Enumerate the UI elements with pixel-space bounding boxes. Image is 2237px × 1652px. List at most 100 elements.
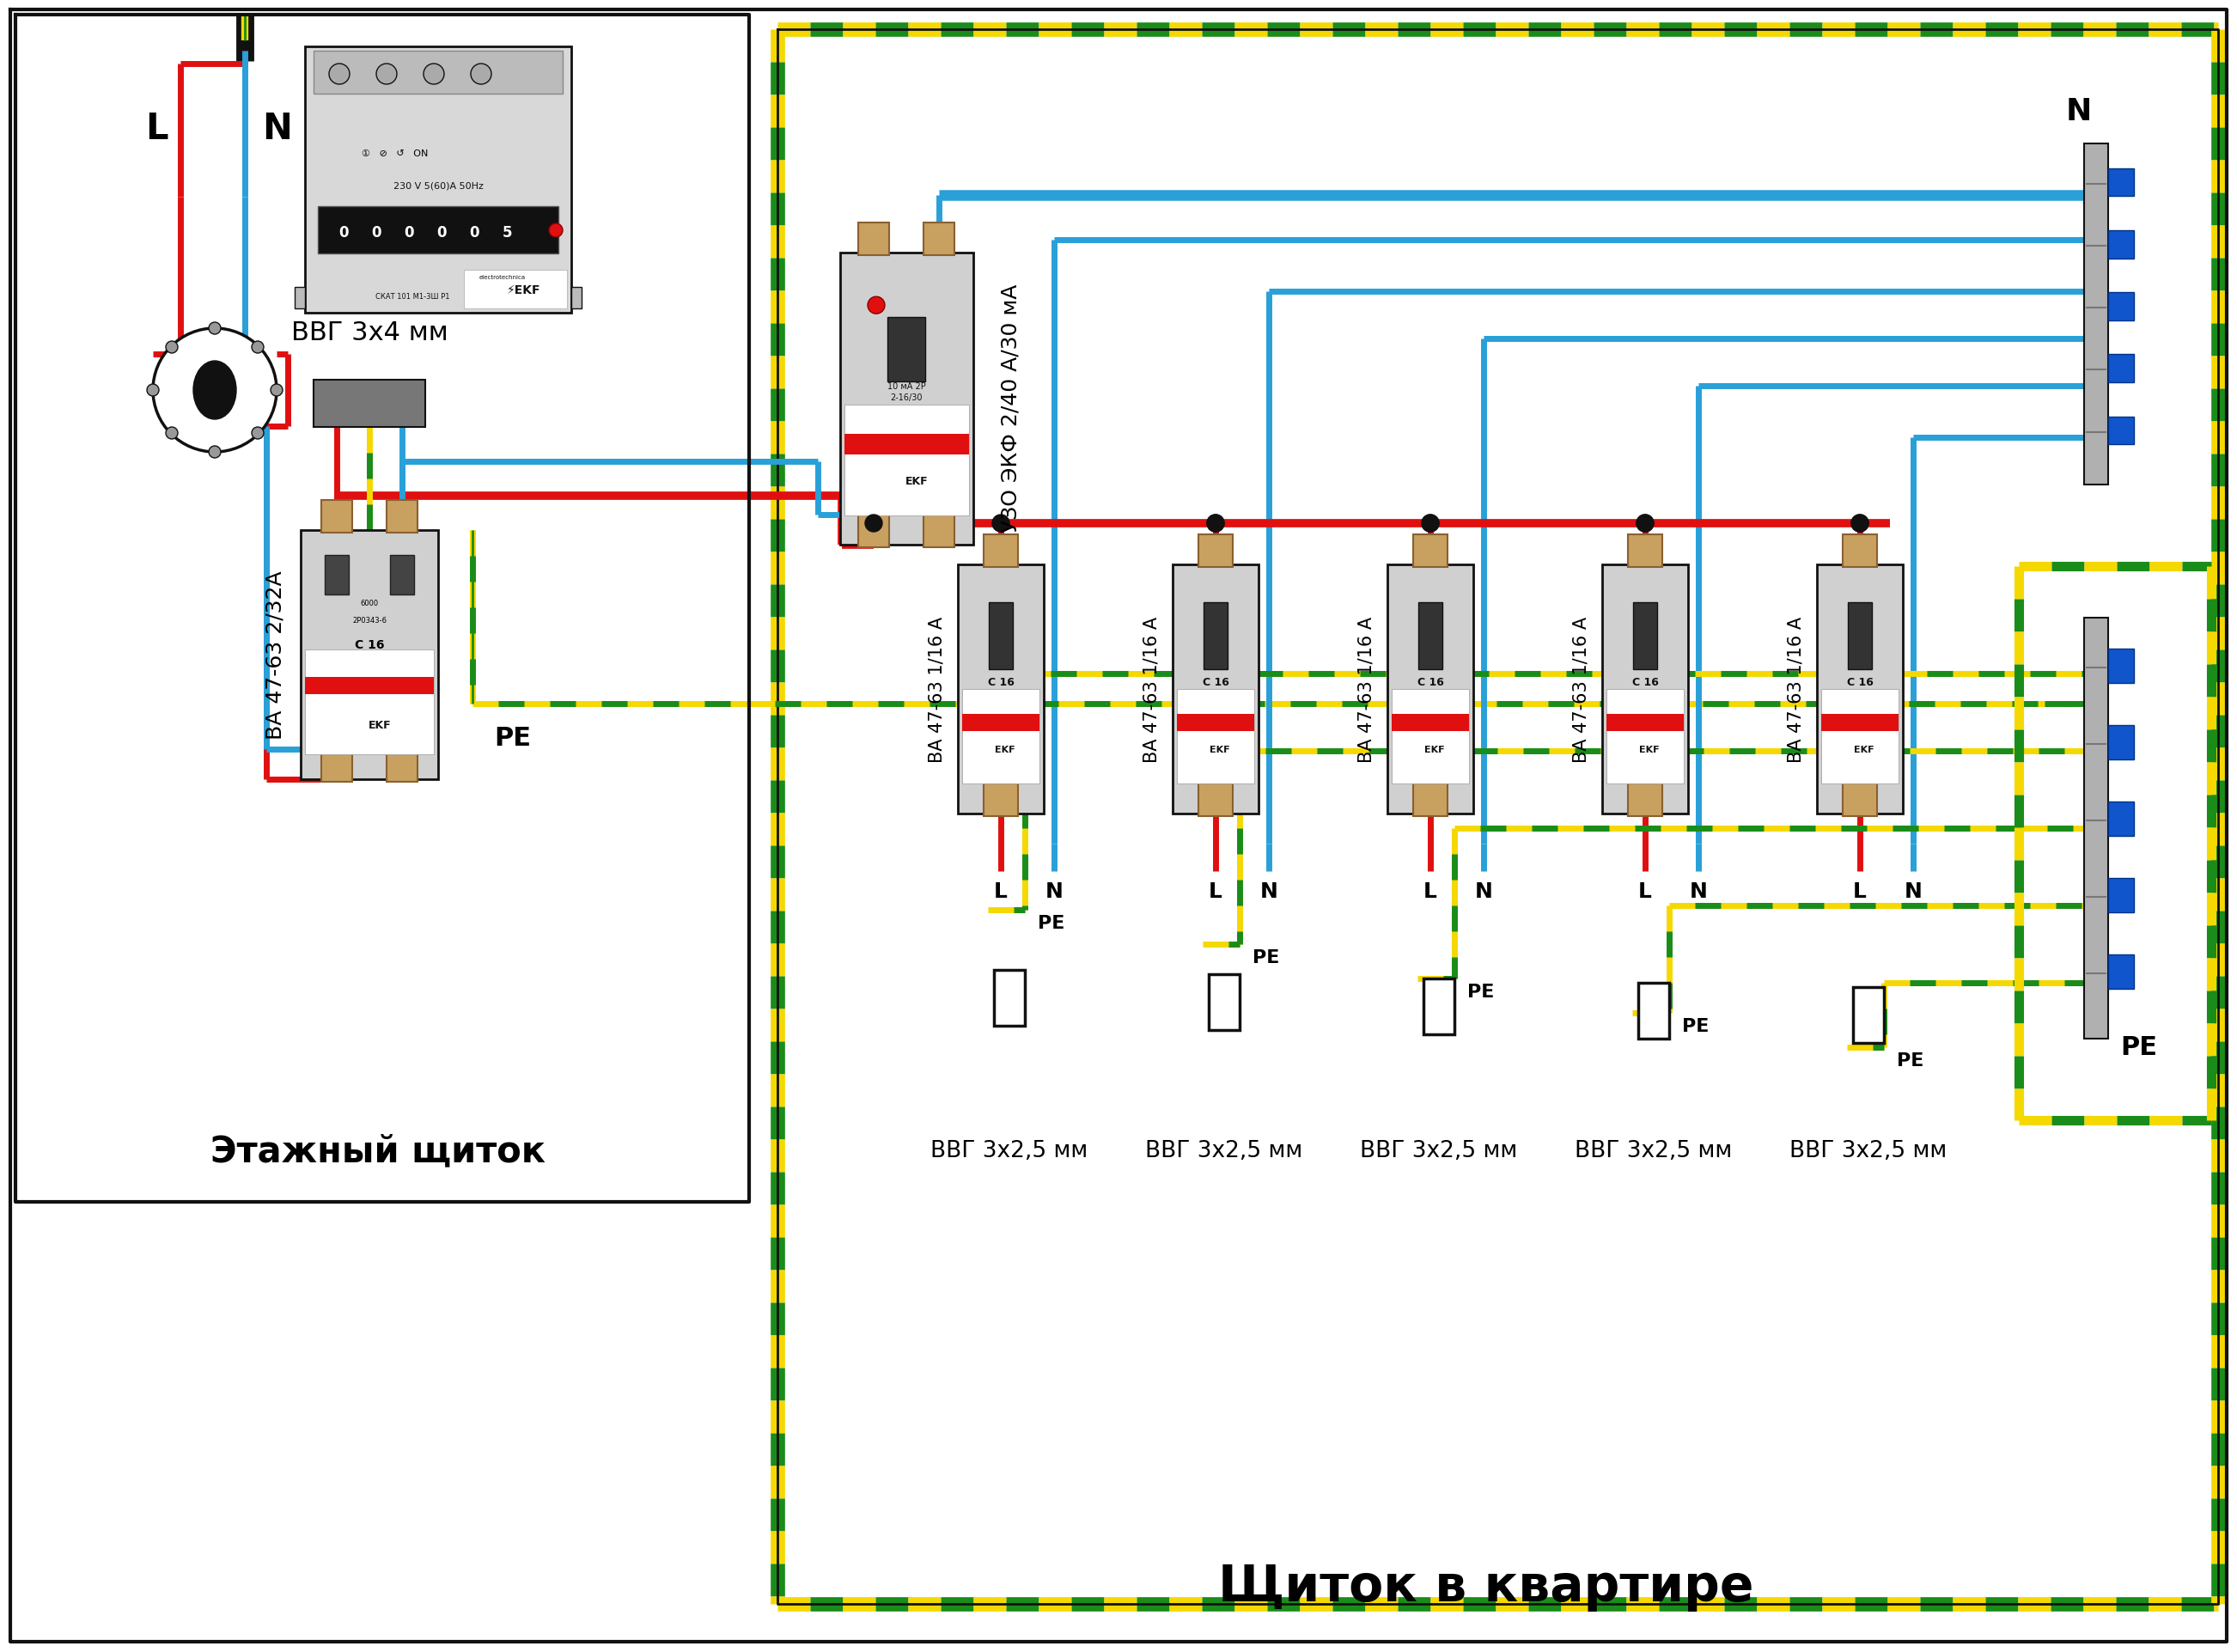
Text: PE: PE [1253,948,1280,966]
Bar [1172,565,1259,814]
Text: ①   ⊘   ↺   ON: ① ⊘ ↺ ON [362,149,430,159]
Bar [1821,714,1899,732]
Text: 0: 0 [405,225,414,241]
Text: N: N [1689,881,1707,902]
Text: ВА 47-63: ВА 47-63 [1199,700,1233,709]
Text: ВВГ 3х2,5 мм: ВВГ 3х2,5 мм [1145,1140,1302,1161]
Text: C 16: C 16 [987,676,1013,687]
Bar [2107,292,2134,320]
Circle shape [470,64,492,84]
Bar [1852,988,1884,1042]
Text: ВА 47-63 1/16 А: ВА 47-63 1/16 А [928,616,944,763]
Circle shape [376,64,396,84]
Text: L: L [1637,881,1651,902]
Bar [1387,565,1474,814]
Bar [962,714,1040,732]
Bar [1208,975,1239,1031]
Circle shape [253,342,264,354]
Circle shape [1423,515,1438,532]
Text: N: N [1259,881,1277,902]
Text: 0: 0 [371,225,380,241]
Bar [841,253,973,545]
Text: PE: PE [1038,915,1065,932]
Text: N: N [1904,881,1922,902]
Bar [1414,535,1447,568]
Text: EKF: EKF [369,719,391,730]
Text: 0: 0 [436,225,447,241]
Bar [1391,689,1470,785]
Bar [1199,785,1233,816]
Circle shape [1852,515,1868,532]
Bar [387,501,418,534]
Bar [1637,983,1669,1039]
Text: 2-16/30: 2-16/30 [890,393,922,401]
Text: ВА 47-63 1/16 А: ВА 47-63 1/16 А [1787,616,1803,763]
Bar [322,750,351,781]
Bar [1204,603,1228,669]
Text: N: N [1045,881,1063,902]
Circle shape [329,64,349,84]
Ellipse shape [192,362,237,420]
Text: L: L [1208,881,1221,902]
Text: C 16: C 16 [1631,676,1658,687]
Circle shape [1852,515,1868,532]
Text: N: N [1474,881,1492,902]
Bar [1816,565,1904,814]
Text: PE: PE [2121,1036,2156,1061]
Text: ⚡EKF: ⚡EKF [508,284,541,296]
Bar [1633,603,1658,669]
Text: L: L [993,881,1007,902]
Text: УЗО ЭКФ 2/40 А/30 мА: УЗО ЭКФ 2/40 А/30 мА [1000,284,1022,532]
Text: N: N [2067,97,2092,126]
Bar [2107,416,2134,444]
Bar [859,515,888,548]
Text: ВА 47-63: ВА 47-63 [1843,700,1877,709]
Circle shape [1637,515,1653,532]
Bar [304,48,570,314]
Bar [2085,144,2107,486]
Bar [984,535,1018,568]
Circle shape [253,428,264,439]
Text: C 16: C 16 [1846,676,1872,687]
Bar [1177,689,1255,785]
Text: ВВГ 3х2,5 мм: ВВГ 3х2,5 мм [1575,1140,1731,1161]
Circle shape [152,329,277,453]
Text: 0: 0 [338,225,349,241]
Bar [1606,689,1684,785]
Text: ВД-63: ВД-63 [895,418,917,426]
Text: ВВГ 3х2,5 мм: ВВГ 3х2,5 мм [1360,1140,1517,1161]
Bar [389,555,414,595]
Text: 10 мА 2P: 10 мА 2P [888,382,926,390]
Bar [463,271,566,309]
Text: electrotechnica: electrotechnica [479,274,526,279]
Text: ВВГ 3х4 мм: ВВГ 3х4 мм [291,320,447,345]
Bar [295,287,304,309]
Bar [318,206,559,254]
Bar [300,530,438,780]
Text: C 16: C 16 [356,639,385,651]
Text: 230 V 5(60)A 50Hz: 230 V 5(60)A 50Hz [394,182,483,190]
Bar [957,565,1045,814]
Circle shape [423,64,445,84]
Bar [2107,169,2134,197]
Bar [924,223,955,256]
Circle shape [148,385,159,396]
Bar [570,287,582,309]
Bar [1414,785,1447,816]
Text: PE: PE [1467,983,1494,1001]
Bar [843,434,969,454]
Bar [2107,231,2134,259]
Circle shape [868,297,886,314]
Text: ВВГ 3х2,5 мм: ВВГ 3х2,5 мм [931,1140,1087,1161]
Text: EKF: EKF [1854,745,1875,753]
Text: EKF: EKF [1425,745,1445,753]
Circle shape [208,322,221,335]
Text: ВА 47-63 1/16 А: ВА 47-63 1/16 А [1358,616,1374,763]
Circle shape [866,515,881,532]
Text: ВВГ 3х2,5 мм: ВВГ 3х2,5 мм [1790,1140,1946,1161]
Bar [2085,618,2107,1039]
Circle shape [166,428,177,439]
Text: N: N [262,111,293,147]
Bar [989,603,1013,669]
Text: ВА 47-63: ВА 47-63 [353,664,387,671]
